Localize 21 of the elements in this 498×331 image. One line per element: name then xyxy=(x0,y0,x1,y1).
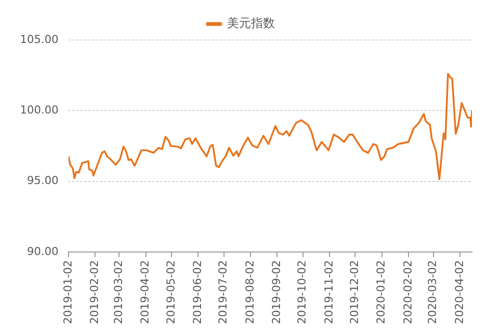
x-tick-label: 2020-04-02 xyxy=(452,260,466,324)
x-tick-label: 2019-09-02 xyxy=(270,260,283,324)
x-tick-label: 2019-11-02 xyxy=(322,260,336,324)
x-tick-label: 2019-10-02 xyxy=(296,260,309,324)
x-tick-label: 2019-07-02 xyxy=(216,260,230,324)
x-tick-label: 2019-04-02 xyxy=(138,260,152,324)
x-tick-label: 2020-03-02 xyxy=(426,260,440,324)
x-tick-label: 2019-02-02 xyxy=(88,260,101,324)
y-tick-label: 100.00 xyxy=(20,104,58,117)
y-tick-label: 90.00 xyxy=(26,244,58,258)
x-tick-label: 2019-03-02 xyxy=(112,260,125,324)
y-tick-label: 105.00 xyxy=(20,32,58,46)
x-tick-label: 2019-12-02 xyxy=(348,260,362,324)
x-tick-label: 2019-01-02 xyxy=(61,260,74,324)
x-tick-label: 2020-02-02 xyxy=(401,260,414,324)
x-tick-label: 2019-06-02 xyxy=(190,260,204,324)
x-tick-label: 2019-05-02 xyxy=(164,260,178,324)
y-tick-label: 95.00 xyxy=(26,174,58,188)
legend-label: 美元指数 xyxy=(227,16,275,30)
x-tick-label: 2019-08-02 xyxy=(243,260,256,324)
x-tick-label: 2020-01-02 xyxy=(374,260,388,324)
